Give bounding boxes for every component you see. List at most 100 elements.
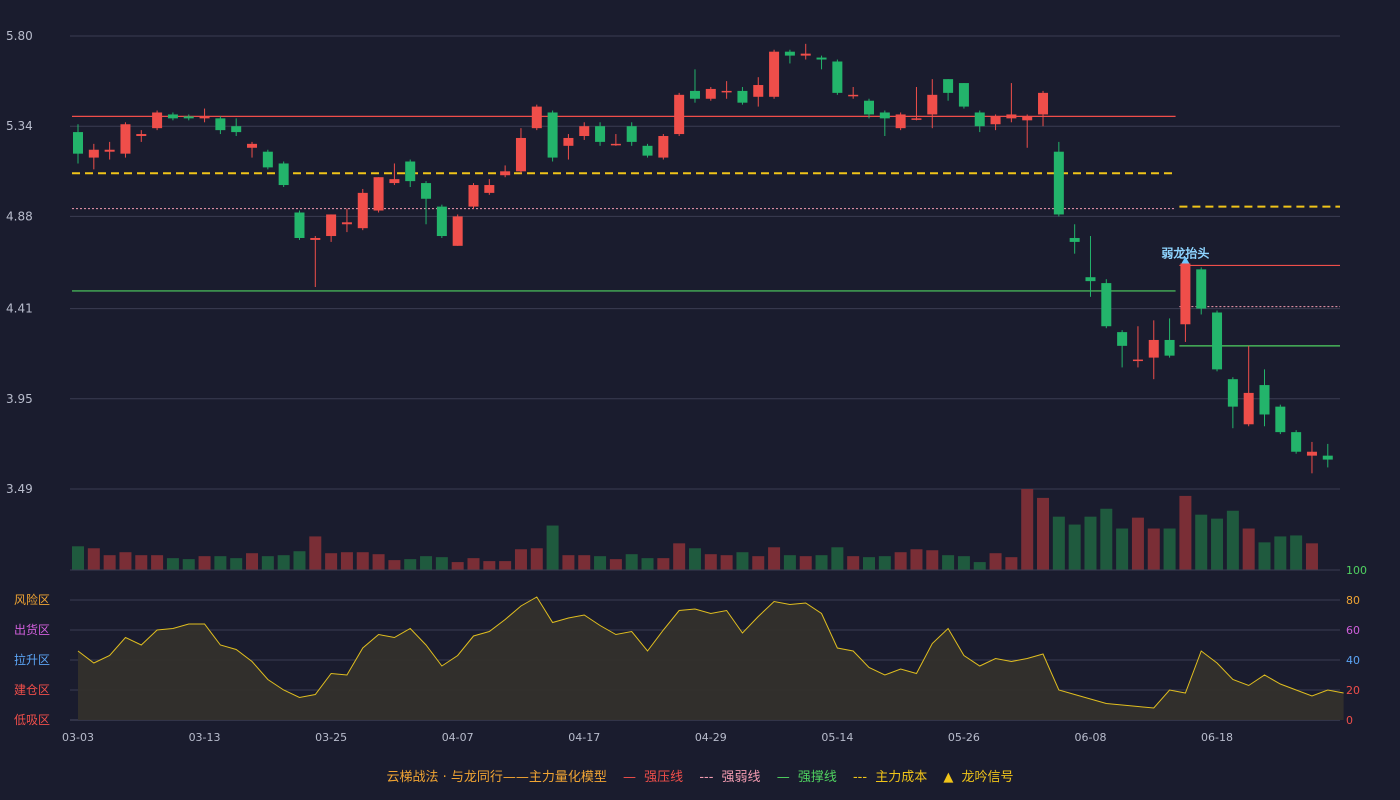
candle-body: [595, 126, 606, 142]
candle-body: [136, 134, 147, 137]
candle-body: [974, 112, 985, 127]
candle-body: [769, 51, 780, 97]
volume-bar: [182, 559, 195, 570]
oscillator-line: [77, 596, 1344, 709]
volume-bar: [736, 552, 749, 570]
volume-bar: [151, 555, 164, 570]
volume-bar: [119, 552, 132, 570]
volume-bar: [420, 556, 433, 570]
candle-body: [721, 90, 732, 93]
volume-bar: [1147, 528, 1160, 570]
volume-bar: [483, 561, 496, 570]
x-tick-label: 04-07: [442, 731, 474, 744]
volume-bar: [87, 548, 100, 570]
candle-body: [120, 124, 131, 154]
candle-body: [104, 149, 115, 152]
candle-body: [1291, 432, 1302, 452]
candle-body: [689, 90, 700, 99]
volume-bar: [1290, 535, 1303, 570]
zone-label: 建仓区: [14, 683, 51, 697]
volume-bar: [388, 560, 401, 570]
candle-body: [500, 171, 511, 176]
candle-body: [927, 94, 938, 115]
volume-bar: [1068, 524, 1081, 570]
oscillator-tick-label: 40: [1346, 654, 1360, 667]
volume-bar: [609, 559, 622, 570]
volume-bar: [198, 556, 211, 570]
candle-body: [452, 216, 463, 246]
legend-item-cost-label: 主力成本: [875, 770, 928, 785]
volume-bar: [973, 562, 986, 570]
candle-body: [848, 94, 859, 97]
volume-bar: [356, 552, 369, 570]
volume-bar: [942, 555, 955, 570]
candle-body: [1196, 269, 1207, 309]
volume-bar: [230, 558, 243, 570]
volume-bar: [704, 554, 717, 570]
oscillator-tick-label: 60: [1346, 624, 1360, 637]
candle-body: [610, 143, 621, 146]
candle-body: [373, 177, 384, 211]
candle-body: [1132, 359, 1143, 362]
volume-bar: [103, 555, 116, 570]
candle-body: [326, 214, 337, 237]
volume-bar: [1274, 536, 1287, 570]
candle-body: [1259, 385, 1270, 415]
x-tick-label: 04-29: [695, 731, 727, 744]
candle-body: [753, 85, 764, 97]
candle-body: [1322, 455, 1333, 460]
price-tick-label: 4.41: [6, 302, 33, 316]
candle-body: [231, 126, 242, 133]
candle-body: [879, 112, 890, 119]
zone-label: 风险区: [14, 593, 51, 607]
volume-bar: [720, 555, 733, 570]
volume-bar: [340, 552, 353, 570]
legend: 云梯战法 · 与龙同行——主力量化模型 — 强压线 --- 强弱线 — 强撑线 …: [0, 766, 1400, 785]
volume-bar: [1052, 516, 1065, 570]
candle-body: [547, 112, 558, 158]
signal-label: 弱龙抬头: [1161, 245, 1209, 260]
candle-body: [468, 185, 479, 207]
volume-bar: [1005, 557, 1018, 570]
x-tick-label: 03-03: [62, 731, 94, 744]
candle-body: [88, 149, 99, 158]
candle-body: [737, 90, 748, 103]
legend-item-cost-symbol: ---: [852, 770, 868, 785]
volume-bar: [451, 562, 464, 570]
candle-body: [357, 192, 368, 229]
volume-bar: [752, 556, 765, 570]
volume-bar: [246, 553, 259, 570]
volume-bar: [1084, 516, 1097, 570]
legend-item-support: — 强撑线: [777, 770, 841, 785]
volume-bar: [863, 557, 875, 570]
x-tick-label: 03-25: [315, 731, 347, 744]
candle-body: [167, 114, 178, 119]
candle-body: [421, 183, 432, 199]
legend-item-pressure-symbol: —: [623, 770, 637, 785]
candle-body: [152, 112, 163, 129]
candle-body: [943, 79, 954, 93]
candle-body: [990, 116, 1001, 125]
legend-item-weak-symbol: ---: [699, 770, 714, 785]
candle-body: [1101, 283, 1112, 327]
legend-item-signal: ▲ 龙吟信号: [943, 770, 1013, 785]
signal-triangle-icon: [1181, 256, 1190, 264]
oscillator-tick-label: 0: [1346, 714, 1353, 727]
candle-body: [1164, 339, 1175, 356]
candle-body: [1180, 263, 1191, 325]
legend-item-weak: --- 强弱线: [699, 770, 764, 785]
volume-bar: [625, 554, 638, 570]
volume-bar: [1100, 508, 1113, 570]
volume-bar: [894, 552, 907, 570]
zone-label: 拉升区: [14, 653, 51, 667]
candle-body: [832, 61, 843, 93]
volume-bar: [641, 558, 654, 570]
volume-bar: [989, 553, 1002, 570]
candle-body: [278, 163, 289, 186]
candle-body: [199, 116, 210, 119]
candle-body: [705, 88, 716, 99]
candle-body: [484, 185, 495, 193]
volume-bar: [514, 549, 527, 570]
volume-bar: [546, 525, 559, 570]
volume-bar: [467, 558, 480, 570]
